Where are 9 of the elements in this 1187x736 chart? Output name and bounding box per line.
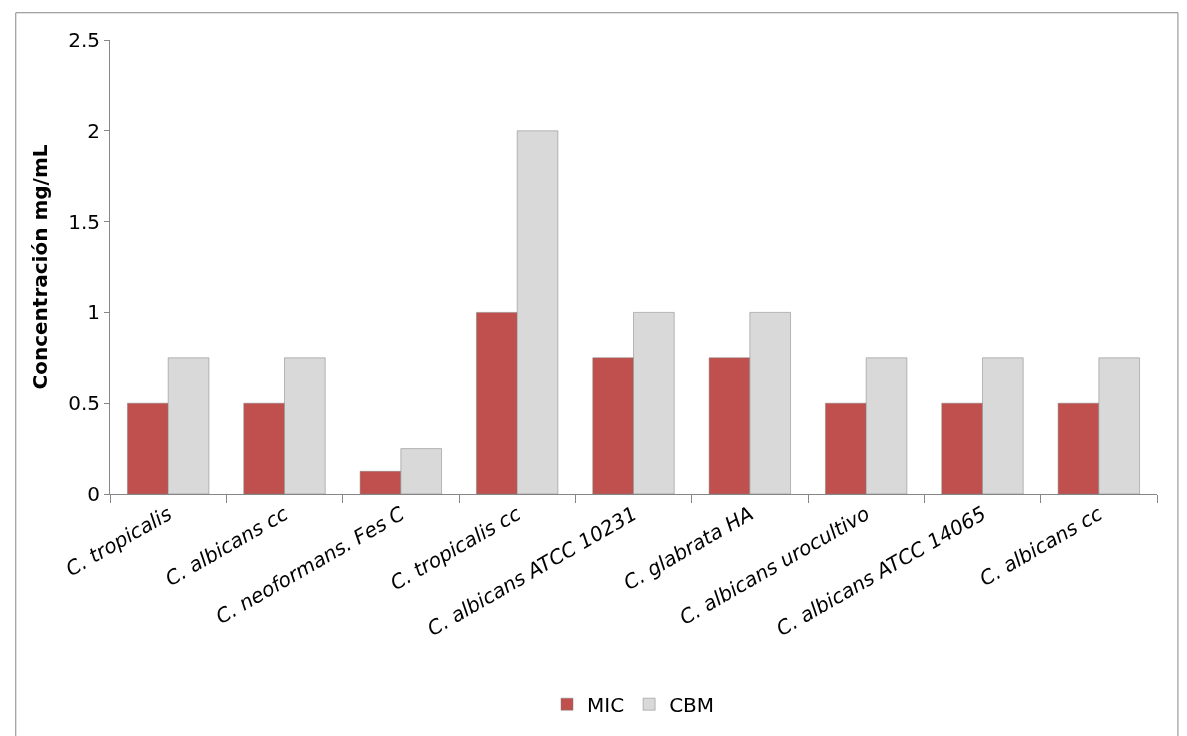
legend-label: CBM <box>669 692 715 717</box>
y-tick-label: 1.5 <box>68 209 100 234</box>
y-tick-label: 1 <box>87 300 100 325</box>
y-tick-label: 0.5 <box>68 391 100 416</box>
legend-label: MIC <box>587 692 625 717</box>
y-tick-label: 2 <box>87 118 100 143</box>
y-tick-label: 2.5 <box>68 28 100 52</box>
y-tick-label: 0 <box>87 482 100 506</box>
y-axis-title: Concentración mg/mL <box>27 144 52 390</box>
